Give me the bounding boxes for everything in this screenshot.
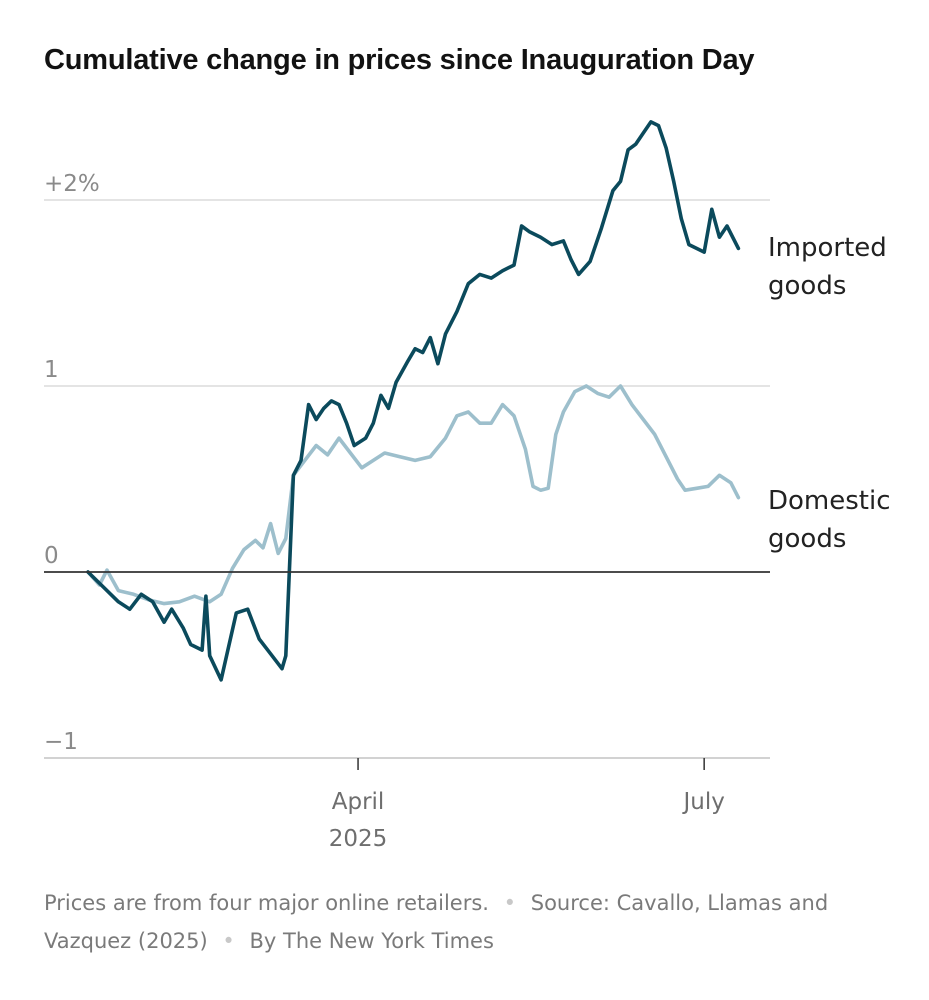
series-label-imported-goods: Imported goods [768, 233, 887, 301]
footer-credit: By The New York Times [249, 929, 494, 953]
footer-note: Prices are from four major online retail… [44, 891, 489, 915]
series-label-line: goods [768, 524, 846, 554]
x-tick-label: April [332, 789, 385, 815]
footer-separator: • [503, 891, 517, 915]
series-label-line: goods [768, 271, 846, 301]
chart-title: Cumulative change in prices since Inaugu… [44, 44, 755, 76]
series-label-line: Imported [768, 233, 887, 263]
chart-footer: Prices are from four major online retail… [44, 884, 904, 960]
x-tick-label: July [681, 789, 724, 815]
series-line-imported-goods [86, 120, 741, 682]
footer-source: Source: Cavallo, Llamas and Vazquez (202… [44, 891, 829, 953]
y-axis-labels: +2% 1 0 −1 [44, 171, 100, 755]
series-labels: Imported goods Domestic goods [768, 233, 891, 554]
y-tick-label: +2% [44, 171, 100, 197]
y-tick-label: −1 [44, 729, 78, 755]
x-axis: April 2025 July [44, 757, 770, 852]
series-label-domestic-goods: Domestic goods [768, 486, 891, 554]
x-tick-sublabel: 2025 [329, 826, 388, 852]
gridlines [44, 199, 770, 387]
series-label-line: Domestic [768, 486, 891, 516]
series-lines [44, 120, 770, 682]
footer-separator: • [222, 929, 235, 953]
y-tick-label: 0 [44, 543, 59, 569]
y-tick-label: 1 [44, 357, 59, 383]
series-line-domestic-goods [86, 384, 741, 606]
